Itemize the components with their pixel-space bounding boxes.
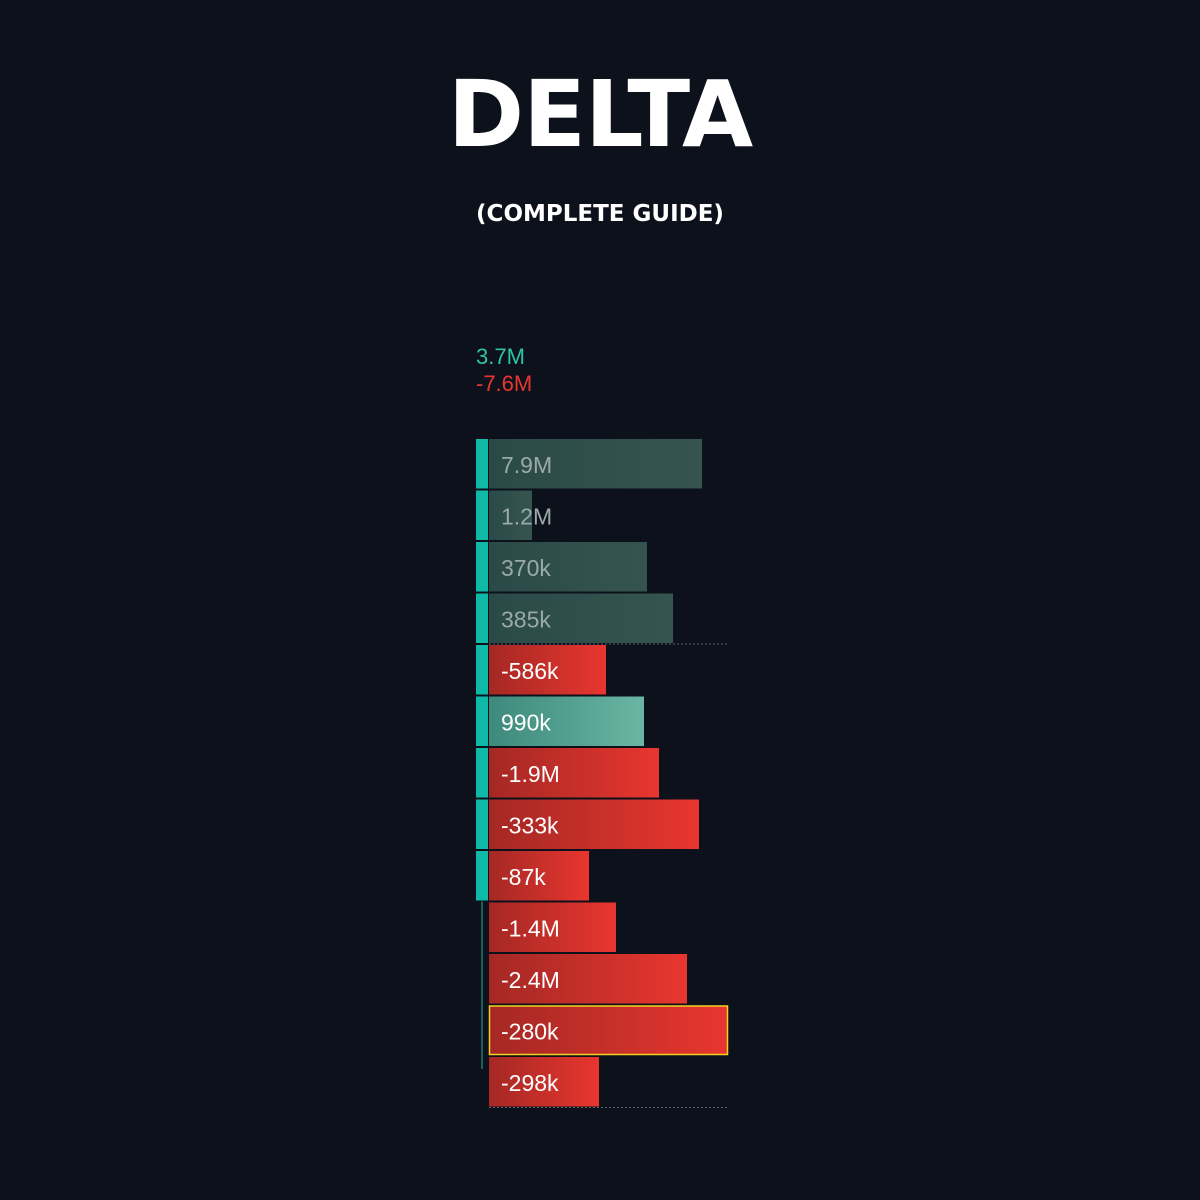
cluster-bar-segment <box>476 439 488 489</box>
delta-value-label: 1.2M <box>501 503 552 529</box>
delta-bar <box>489 954 687 1004</box>
delta-bar <box>489 799 699 849</box>
delta-value-label: -87k <box>501 864 546 890</box>
cluster-bar-segment <box>476 490 488 540</box>
delta-value-label: -280k <box>501 1018 559 1044</box>
delta-bar <box>489 490 532 540</box>
delta-bar <box>489 902 616 952</box>
delta-bar <box>489 1057 599 1107</box>
delta-bar <box>489 593 673 643</box>
cluster-bar-segment <box>476 799 488 849</box>
delta-value-label: -586k <box>501 658 559 684</box>
cluster-bar-segment <box>476 851 488 901</box>
highlight-outline <box>488 1005 729 1056</box>
cluster-wick <box>481 901 483 1069</box>
delta-value-label: -2.4M <box>501 967 560 993</box>
delta-value-label: -1.4M <box>501 915 560 941</box>
cluster-bar-segment <box>476 645 488 695</box>
page-title: DELTA <box>447 61 753 168</box>
page-subtitle: (COMPLETE GUIDE) <box>476 201 724 227</box>
delta-bar <box>489 748 659 798</box>
cluster-bar-segment <box>476 593 488 643</box>
delta-value-label: 385k <box>501 606 551 632</box>
delta-value-label: 370k <box>501 555 551 581</box>
buy-volume-summary: 3.7M <box>476 344 525 369</box>
sell-volume-summary: -7.6M <box>476 371 533 396</box>
delta-bar <box>489 851 589 901</box>
delta-bar <box>489 645 606 695</box>
delta-value-label: -333k <box>501 812 559 838</box>
cluster-bar-segment <box>476 748 488 798</box>
delta-value-label: -1.9M <box>501 761 560 787</box>
delta-bar <box>489 542 647 592</box>
delta-value-label: -298k <box>501 1070 559 1096</box>
delta-bar <box>489 1005 728 1055</box>
delta-bar <box>489 696 644 746</box>
delta-value-label: 990k <box>501 709 551 735</box>
delta-value-label: 7.9M <box>501 452 552 478</box>
cluster-bar-segment <box>476 696 488 746</box>
delta-bar <box>489 439 702 489</box>
cluster-bar-segment <box>476 542 488 592</box>
